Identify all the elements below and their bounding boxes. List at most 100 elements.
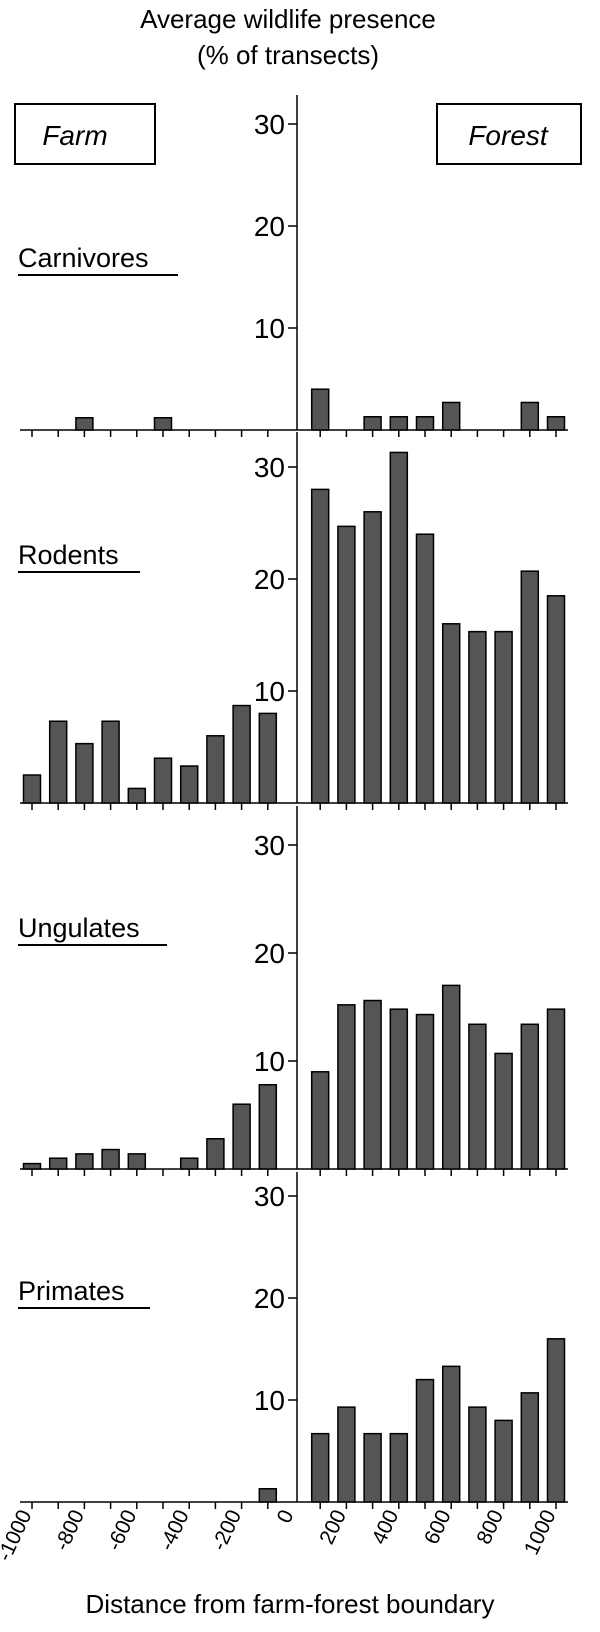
bar-rodents--200	[232, 704, 251, 804]
bar-rodents-200	[337, 525, 356, 804]
bar-ungulates-400	[389, 1008, 409, 1170]
bar-rodents--600	[127, 787, 147, 804]
bar-ungulates-800	[494, 1052, 513, 1170]
bar-primates-600	[441, 1365, 461, 1503]
panel-carnivores: 10 20 30 Carnivores	[18, 95, 568, 437]
bar-rodents-300	[363, 511, 382, 804]
bar-rodents-600	[441, 623, 461, 804]
series-label-carnivores: Carnivores	[18, 243, 149, 273]
bar-ungulates--300	[206, 1138, 225, 1170]
bar-rodents--700	[101, 720, 120, 804]
bar-carnivores--500	[153, 417, 173, 431]
x-tick-label: -600	[103, 1506, 142, 1554]
bar-primates-1000	[546, 1338, 566, 1503]
y-tick-label: 20	[254, 1283, 285, 1314]
panel-ungulates: 10 20 30 Ungulates	[18, 806, 568, 1176]
bar-rodents-500	[415, 533, 435, 804]
bar-ungulates--700	[101, 1148, 120, 1170]
bar-primates-900	[520, 1392, 540, 1503]
bar-rodents--100	[258, 712, 278, 804]
x-tick-label: 400	[368, 1506, 404, 1547]
chart-title-line1: Average wildlife presence	[140, 4, 436, 34]
bar-ungulates-200	[337, 1004, 356, 1170]
bar-rodents-900	[520, 570, 540, 804]
series-label-rodents: Rodents	[18, 540, 119, 570]
bar-ungulates-500	[415, 1013, 435, 1170]
bar-carnivores-300	[363, 415, 382, 431]
y-tick-label: 10	[254, 1046, 285, 1077]
bar-rodents-1000	[546, 595, 566, 804]
forest-label: Forest	[468, 120, 549, 151]
panels: 10 20 30 Carnivores 10 20 30 Rodents 10 20 30 Ungul…	[18, 95, 568, 1509]
bar-primates-400	[389, 1432, 409, 1503]
bar-rodents--300	[206, 735, 225, 804]
bar-primates-700	[468, 1406, 487, 1503]
bar-ungulates-300	[363, 999, 382, 1170]
bar-ungulates-1000	[546, 1008, 566, 1170]
x-axis: -1000 -800 -600 -400 -200 0 200 400 600 800 1000	[0, 1506, 561, 1564]
bar-rodents--800	[75, 742, 94, 804]
x-tick-label: -200	[208, 1506, 247, 1554]
x-tick-label: 600	[420, 1506, 456, 1547]
y-tick-label: 20	[254, 564, 285, 595]
bar-primates--100	[258, 1487, 278, 1503]
bar-carnivores-500	[415, 415, 435, 431]
x-tick-label: 0	[273, 1506, 299, 1526]
y-tick-label: 30	[254, 109, 285, 140]
bar-rodents-700	[468, 630, 487, 804]
bar-ungulates--400	[179, 1157, 199, 1170]
y-tick-label: 10	[254, 676, 285, 707]
bar-ungulates--800	[75, 1153, 94, 1170]
y-tick-label: 20	[254, 938, 285, 969]
chart-title-line2: (% of transects)	[197, 40, 379, 70]
x-tick-label: 800	[472, 1506, 508, 1547]
farm-label: Farm	[42, 120, 107, 151]
series-label-ungulates: Ungulates	[18, 913, 140, 943]
bar-ungulates--600	[127, 1153, 147, 1170]
bar-ungulates-900	[520, 1023, 540, 1170]
bar-rodents--1000	[22, 774, 42, 804]
bar-primates-200	[337, 1406, 356, 1503]
bar-ungulates--100	[258, 1084, 278, 1170]
bar-ungulates--900	[48, 1157, 68, 1170]
x-tick-label: -800	[50, 1506, 89, 1554]
bar-primates-500	[415, 1378, 435, 1503]
x-tick-label: 200	[315, 1506, 351, 1547]
x-axis-label: Distance from farm-forest boundary	[86, 1589, 495, 1619]
bar-ungulates--1000	[22, 1162, 42, 1170]
farm-label-box: Farm	[14, 103, 156, 165]
bar-carnivores-100	[310, 388, 330, 431]
bar-ungulates-700	[468, 1023, 487, 1170]
y-tick-label: 30	[254, 830, 285, 861]
bar-carnivores-400	[389, 415, 409, 431]
y-tick-label: 10	[254, 1385, 285, 1416]
y-tick-label: 10	[254, 313, 285, 344]
panel-rodents: 10 20 30 Rodents	[18, 432, 568, 810]
bar-ungulates-100	[310, 1071, 330, 1170]
bar-ungulates--200	[232, 1103, 251, 1170]
bar-carnivores-600	[441, 401, 461, 431]
bar-rodents-100	[310, 488, 330, 804]
panel-primates: 10 20 30 Primates	[18, 1172, 568, 1509]
bar-rodents-400	[389, 451, 409, 804]
bar-rodents--900	[48, 720, 68, 804]
bar-primates-800	[494, 1419, 513, 1503]
x-tick-label: -400	[155, 1506, 194, 1554]
bar-rodents--500	[153, 757, 173, 804]
bar-rodents--400	[179, 765, 199, 804]
bar-ungulates-600	[441, 984, 461, 1170]
y-tick-label: 20	[254, 211, 285, 242]
bar-primates-300	[363, 1432, 382, 1503]
bar-rodents-800	[494, 630, 513, 804]
bar-carnivores--800	[75, 417, 94, 431]
x-tick-label: 1000	[520, 1506, 561, 1558]
bar-carnivores-1000	[546, 415, 566, 431]
x-tick-label: -1000	[0, 1506, 37, 1564]
y-tick-label: 30	[254, 452, 285, 483]
bar-carnivores-900	[520, 401, 540, 431]
forest-label-box: Forest	[436, 103, 582, 165]
y-tick-label: 30	[254, 1181, 285, 1212]
series-label-primates: Primates	[18, 1276, 125, 1306]
bar-primates-100	[310, 1432, 330, 1503]
